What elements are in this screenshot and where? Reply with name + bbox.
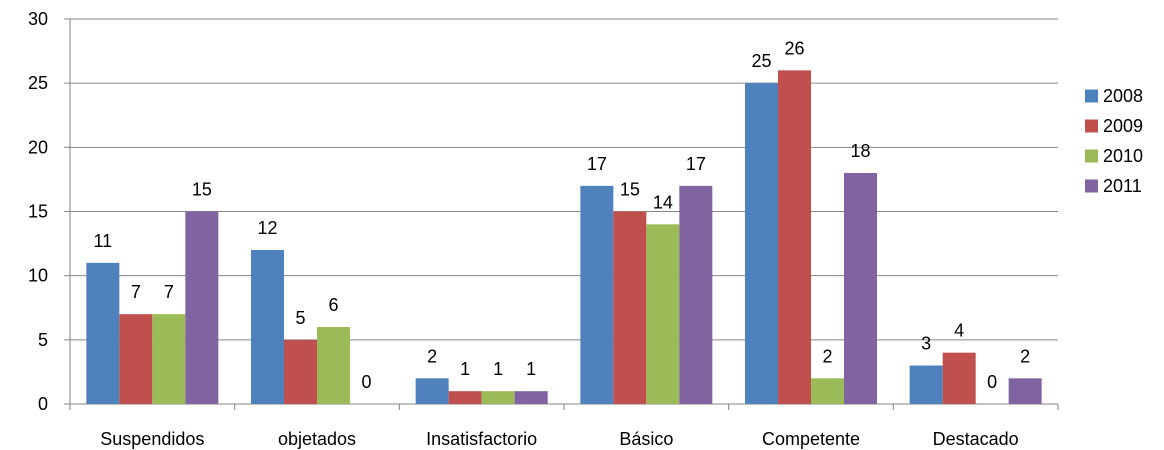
data-label: 14 — [653, 192, 673, 212]
bar — [942, 352, 976, 404]
data-label: 7 — [164, 282, 174, 302]
legend: 2008 2009 2010 2011 — [1085, 86, 1143, 196]
x-tick-label: Insatisfactorio — [426, 429, 537, 449]
legend-label: 2010 — [1103, 146, 1143, 166]
y-tick-label: 15 — [28, 202, 48, 222]
data-label: 1 — [460, 359, 470, 379]
y-tick-label: 30 — [28, 9, 48, 29]
bar — [284, 339, 317, 404]
bar — [613, 211, 647, 404]
bar — [844, 173, 877, 404]
legend-swatch — [1085, 149, 1098, 163]
x-tick-label: Suspendidos — [100, 429, 204, 449]
legend-swatch — [1085, 119, 1098, 133]
data-label: 0 — [987, 372, 997, 392]
bar — [119, 314, 153, 404]
data-label: 17 — [686, 154, 706, 174]
bar — [152, 314, 186, 404]
data-label: 18 — [850, 141, 870, 161]
data-label: 11 — [93, 231, 112, 251]
y-tick-label: 10 — [28, 266, 48, 286]
data-label: 15 — [192, 180, 212, 200]
bar — [481, 391, 515, 404]
legend-label: 2009 — [1103, 116, 1143, 136]
data-label: 2 — [427, 346, 437, 366]
data-label: 17 — [587, 154, 607, 174]
legend-swatch — [1085, 89, 1098, 103]
data-label: 2 — [822, 346, 832, 366]
data-label: 2 — [1020, 346, 1030, 366]
bar — [1008, 378, 1042, 404]
data-label: 1 — [493, 359, 503, 379]
y-tick-label: 25 — [28, 73, 48, 93]
data-label: 15 — [620, 180, 640, 200]
y-tick-label: 0 — [38, 394, 48, 414]
bar — [185, 211, 219, 404]
legend-label: 2008 — [1103, 86, 1143, 106]
data-label: 6 — [328, 295, 338, 315]
data-label: 4 — [954, 321, 964, 341]
data-label: 7 — [131, 282, 141, 302]
bar — [811, 378, 844, 404]
bar — [514, 391, 548, 404]
data-label: 1 — [526, 359, 536, 379]
bar — [415, 378, 449, 404]
bar — [86, 262, 120, 404]
axes — [64, 18, 1059, 410]
data-label: 0 — [361, 372, 371, 392]
bar — [646, 224, 680, 404]
x-tick-label: Destacado — [933, 429, 1019, 449]
bar — [448, 391, 482, 404]
legend-label: 2011 — [1103, 176, 1142, 196]
bar — [251, 250, 284, 404]
bar — [679, 185, 713, 404]
bar — [778, 70, 811, 404]
data-label: 12 — [257, 218, 277, 238]
x-tick-label: Básico — [619, 429, 673, 449]
gridlines — [70, 18, 1058, 341]
x-tick-label: objetados — [278, 429, 356, 449]
data-label: 5 — [295, 308, 305, 328]
data-label: 26 — [784, 38, 804, 58]
bar — [909, 365, 943, 404]
x-tick-label: Competente — [762, 429, 860, 449]
data-label: 3 — [921, 334, 931, 354]
bar — [745, 83, 778, 405]
y-tick-label: 20 — [28, 137, 48, 157]
bar — [580, 185, 614, 404]
legend-swatch — [1085, 179, 1098, 193]
data-label: 25 — [751, 51, 771, 71]
bars — [86, 70, 1042, 405]
y-tick-label: 5 — [38, 330, 48, 350]
bar — [317, 327, 350, 404]
